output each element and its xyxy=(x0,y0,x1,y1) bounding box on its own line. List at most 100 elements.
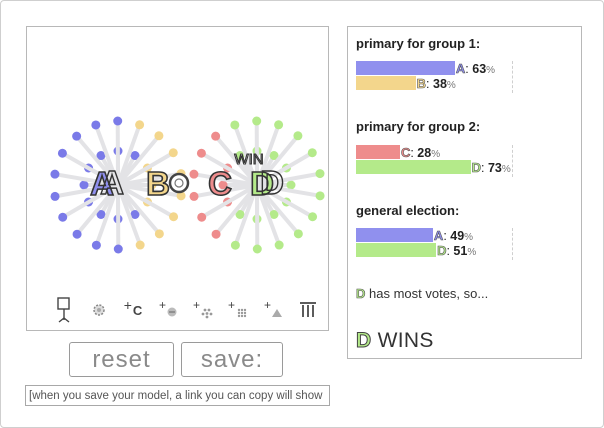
voter-ray xyxy=(200,183,259,219)
voter-ray xyxy=(116,151,175,187)
candidate-letter: C xyxy=(208,165,232,202)
percent-sign: % xyxy=(501,163,511,175)
result-label: B: 38% xyxy=(416,75,456,91)
voter-ray xyxy=(233,184,259,246)
result-row: A: 49% xyxy=(356,227,474,243)
add-voter-icon[interactable]: + xyxy=(158,295,180,325)
results-panel: primary for group 1: A: 63% B: 38% prima… xyxy=(347,26,582,359)
result-value: 49 xyxy=(450,228,465,243)
voter-dot xyxy=(154,229,164,239)
svg-text:+: + xyxy=(228,300,235,312)
add-voter-group-icon[interactable]: + xyxy=(192,295,216,325)
result-label: C: 28% xyxy=(400,144,441,160)
voter-group-2[interactable] xyxy=(189,116,325,254)
voter-dot xyxy=(274,240,284,250)
voter-dot xyxy=(91,120,101,130)
add-voter-crowd-icon[interactable]: + xyxy=(227,295,251,325)
voter-dot xyxy=(315,191,325,201)
voter-dot xyxy=(113,116,123,126)
voter-dot xyxy=(72,131,82,141)
voter-dot xyxy=(50,191,60,201)
result-label: A: 49% xyxy=(433,227,474,243)
candidate-letter: D xyxy=(250,165,274,202)
voter-ray xyxy=(255,124,281,186)
pillars-icon[interactable] xyxy=(297,295,319,325)
voter-dot xyxy=(274,120,284,130)
voter-ray xyxy=(255,184,282,246)
voter-ray xyxy=(256,171,321,187)
candidate-letter: A xyxy=(90,165,114,202)
candidate-d[interactable]: D xyxy=(249,164,274,203)
voter-dot xyxy=(189,169,199,179)
voter-dot xyxy=(176,191,186,201)
result-row: B: 38% xyxy=(356,75,456,91)
voter-group-1[interactable] xyxy=(50,116,186,254)
candidate-letter: D xyxy=(356,286,366,302)
candidate-c[interactable]: C xyxy=(207,164,232,203)
voter-dot xyxy=(91,240,101,250)
primary-1-title: primary for group 1: xyxy=(356,36,481,51)
voter-dot xyxy=(286,180,296,190)
candidate-a[interactable]: A xyxy=(89,164,114,203)
percent-sign: % xyxy=(486,64,496,76)
result-value: 38 xyxy=(433,76,447,91)
voter-dot xyxy=(168,148,178,158)
save-link-field[interactable] xyxy=(25,385,330,406)
voter-ray xyxy=(75,134,120,187)
result-value: 73 xyxy=(487,160,502,175)
result-value: 51 xyxy=(453,243,468,258)
voter-dot xyxy=(293,131,303,141)
win-label: WIN xyxy=(234,151,263,168)
voter-dot xyxy=(211,229,221,239)
voter-dot xyxy=(154,131,164,141)
winner-message: WINS xyxy=(371,329,434,352)
voter-ray xyxy=(214,134,259,187)
voter-dot xyxy=(113,244,123,254)
voter-dot xyxy=(235,151,245,161)
voter-dot xyxy=(269,209,279,219)
result-value: 63 xyxy=(472,61,487,76)
candidate-letter: D xyxy=(471,159,481,175)
voter-dot xyxy=(72,229,82,239)
voter-ray xyxy=(54,183,119,199)
reset-button[interactable]: reset xyxy=(69,342,174,377)
voter-dot xyxy=(196,148,206,158)
candidate-b[interactable]: B xyxy=(145,164,170,203)
add-triangle-icon[interactable]: + xyxy=(263,295,285,325)
simulation-canvas[interactable]: A B C D A D WIN + C + + + + xyxy=(26,26,329,331)
candidate-letter: B xyxy=(146,165,170,202)
result-row: D: 51% xyxy=(356,242,477,258)
add-candidate-icon[interactable]: + C xyxy=(123,297,143,318)
center-marker-inner xyxy=(174,178,184,188)
voter-ray xyxy=(93,124,120,186)
gear-icon[interactable] xyxy=(88,295,110,325)
candidate-letter: D xyxy=(437,242,447,258)
candidate-ghost-a: A xyxy=(100,164,124,201)
percent-sign: % xyxy=(467,246,477,258)
voter-dot xyxy=(252,116,262,126)
voter-ray xyxy=(117,183,182,198)
candidate-letter: C xyxy=(400,144,411,160)
voter-dot xyxy=(211,131,221,141)
voter-ray xyxy=(116,184,143,246)
voter-dot xyxy=(315,169,325,179)
percent-sign: % xyxy=(431,148,441,160)
voter-dot xyxy=(252,244,262,254)
voter-ray xyxy=(255,183,300,236)
voter-ray xyxy=(117,171,182,187)
voter-ray xyxy=(61,151,119,187)
voter-dot xyxy=(218,180,228,190)
drop-voter-icon[interactable] xyxy=(53,295,75,325)
voter-dot xyxy=(269,151,279,161)
save-button[interactable]: save: xyxy=(181,342,283,377)
primary-2-title: primary for group 2: xyxy=(356,119,481,134)
majority-line xyxy=(512,228,513,260)
voter-ray xyxy=(54,172,119,187)
voter-ray xyxy=(255,151,314,187)
voter-dot xyxy=(135,240,145,250)
result-bar xyxy=(356,61,455,75)
candidate-letter: A xyxy=(455,60,466,76)
result-label: D: 73% xyxy=(471,159,511,175)
voter-ray xyxy=(75,183,120,236)
